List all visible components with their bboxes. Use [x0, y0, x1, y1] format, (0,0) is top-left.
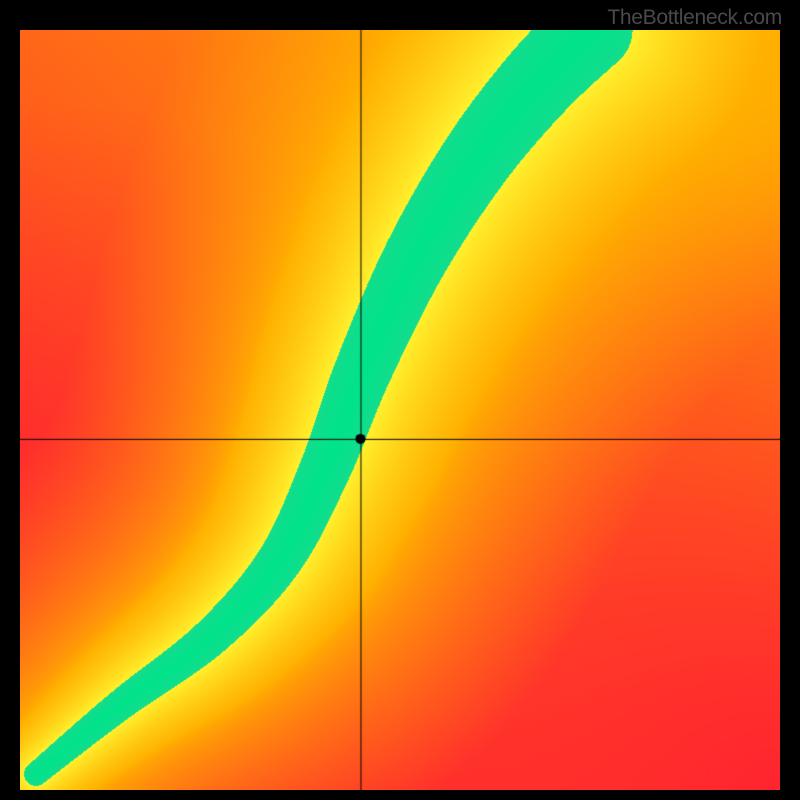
bottleneck-heatmap [20, 30, 780, 790]
watermark: TheBottleneck.com [607, 6, 782, 30]
